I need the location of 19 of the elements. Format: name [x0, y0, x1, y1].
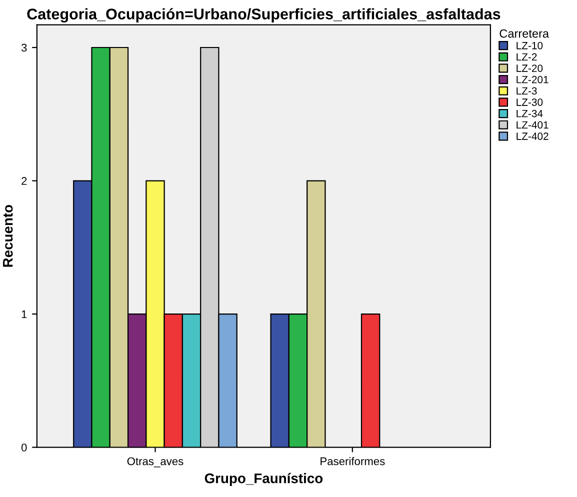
legend-title: Carretera — [500, 29, 550, 38]
y-tick-label: 0 — [21, 444, 27, 452]
legend-label: LZ-2 — [516, 53, 537, 61]
x-tick-label: Otras_aves — [127, 457, 184, 468]
y-tick-label: 1 — [22, 310, 27, 318]
legend-label: LZ-20 — [516, 64, 543, 72]
legend-label: LZ-3 — [516, 87, 537, 95]
legend-label: LZ-402 — [516, 132, 548, 140]
y-axis-title: Recuento — [3, 204, 13, 267]
x-axis-title: Grupo_Faunístico — [204, 472, 323, 486]
chart-title: Categoria_Ocupación=Urbano/Superficies_artificiales_asfaltadas — [27, 8, 500, 23]
legend-label: LZ-30 — [516, 98, 543, 106]
legend-label: LZ-201 — [516, 76, 548, 84]
y-tick-label: 3 — [21, 44, 27, 52]
legend-label: LZ-401 — [516, 121, 548, 129]
y-tick-label: 2 — [22, 177, 27, 185]
legend-label: LZ-34 — [516, 110, 543, 118]
legend-label: LZ-10 — [516, 42, 543, 50]
x-tick-label: Paseriformes — [320, 457, 385, 466]
